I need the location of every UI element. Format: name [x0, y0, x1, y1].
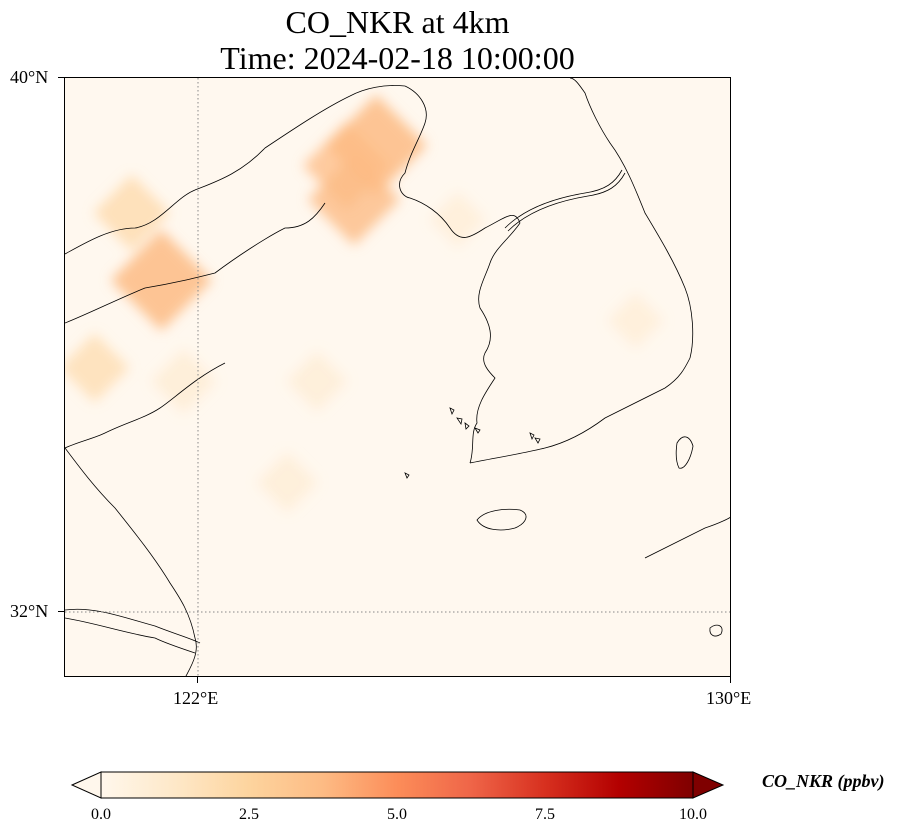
coastline-china-north [65, 85, 406, 255]
colorbar-tick-7-5: 7.5 [535, 806, 555, 823]
map-subtitle-time: Time: 2024-02-18 10:00:00 [220, 40, 575, 76]
border-line-2 [507, 172, 626, 232]
coastline-dprk-west [399, 85, 521, 238]
lon-label-130E: 130°E [706, 688, 752, 708]
coastline-liaodong [65, 202, 326, 324]
island-east-1 [675, 436, 694, 469]
colorbar [70, 768, 725, 802]
colorbar-tick-10: 10.0 [679, 806, 707, 823]
small-islands [404, 407, 541, 479]
lat-label-32N: 32°N [10, 601, 49, 621]
field-cell-10 [607, 292, 664, 349]
lon-tick-122E [197, 677, 198, 683]
lon-label-122E: 122°E [173, 688, 219, 708]
colorbar-tick-2-5: 2.5 [239, 806, 259, 823]
map-title: CO_NKR at 4km [285, 4, 510, 40]
colorbar-extend-min [70, 771, 102, 799]
map-canvas [65, 78, 730, 676]
border-line [504, 169, 623, 229]
colorbar-extend-max [692, 771, 725, 799]
colorbar-tick-0: 0.0 [91, 806, 111, 823]
coastline-korea-south [469, 357, 691, 464]
lat-tick-32N [58, 611, 64, 612]
field-cell-6 [151, 348, 217, 414]
coastline-china-mid [65, 362, 226, 449]
lat-tick-40N [58, 77, 64, 78]
colorbar-gradient [100, 771, 694, 799]
coastline-jiangsu [65, 447, 197, 676]
jeju-island [476, 508, 527, 531]
map-panel [64, 77, 731, 677]
coastline-korea-west [469, 222, 521, 464]
lat-label-40N: 40°N [10, 67, 49, 87]
coastlines [65, 78, 730, 676]
colorbar-label: CO_NKR (ppbv) [762, 771, 885, 791]
coastline-yangtze [65, 608, 201, 654]
gridlines [65, 78, 730, 676]
island-east-2 [709, 624, 723, 637]
coastline-korea-east [569, 78, 694, 359]
colorbar-graphic [70, 771, 725, 799]
coastline-kyushu [644, 516, 730, 559]
lon-tick-130E [730, 677, 731, 683]
colorbar-tick-5: 5.0 [387, 806, 407, 823]
